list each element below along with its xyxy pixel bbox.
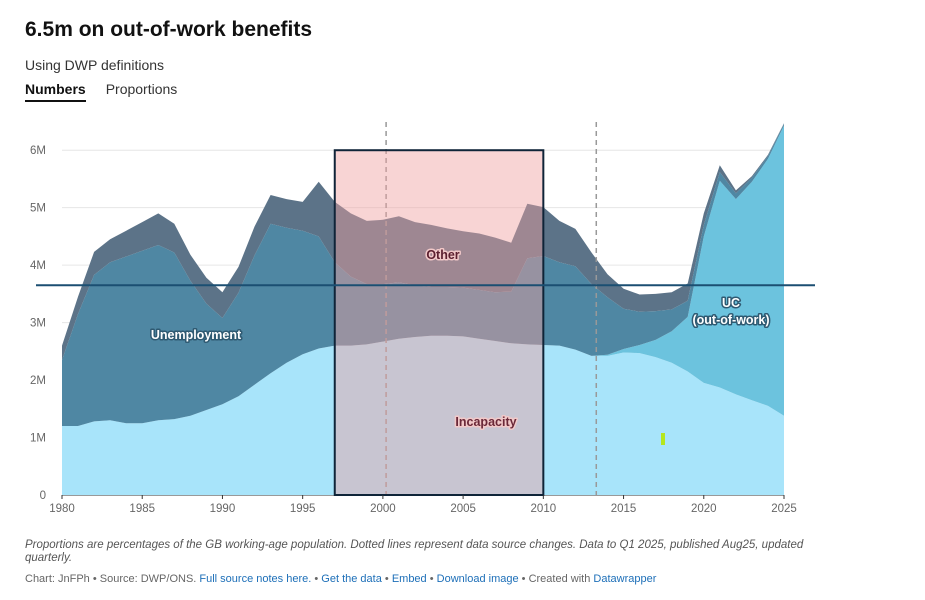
separator: • [429,573,434,585]
tab-numbers[interactable]: Numbers [25,81,86,102]
source-notes-link[interactable]: Full source notes here. [199,573,312,585]
get-data-link[interactable]: Get the data [321,573,382,585]
x-tick-label: 2005 [450,503,476,515]
chart-subtitle: Using DWP definitions [25,57,165,73]
annotations [36,122,815,497]
view-tabs: Numbers Proportions [25,81,177,102]
y-tick-label: 0 [40,490,46,502]
separator: • [521,573,526,585]
y-tick-label: 6M [30,145,46,157]
area-other [62,123,784,360]
created-with-text: Created with [528,573,591,585]
x-tick-label: 2010 [531,503,557,515]
area-series [62,123,784,495]
label-uc: UC [722,296,740,310]
x-tick-label: 2025 [771,503,797,515]
tab-proportions[interactable]: Proportions [105,81,178,97]
datawrapper-link[interactable]: Datawrapper [593,573,657,585]
chart-credit: Chart: JnFPh • Source: DWP/ONS. Full sou… [25,573,656,585]
credit-text: Chart: JnFPh • Source: DWP/ONS. [25,573,197,585]
marker [661,433,665,445]
area-labels: Unemployment Other Incapacity UC (out-of-wor… [149,247,771,431]
label-other: Other [426,248,459,262]
axes: 0 1M 2M 3M 4M 5M 6M 1980 1985 1990 1995 2000 2005 201… [30,145,797,515]
label-uc-sub: (out-of-work) [692,313,769,327]
y-tick-label: 3M [30,318,46,330]
y-tick-label: 1M [30,433,46,445]
highlight-box [333,149,545,497]
chart-notes: Proportions are percentages of the GB wo… [25,539,804,564]
embed-link[interactable]: Embed [391,573,427,585]
area-incapacity [62,335,784,495]
x-tick-label: 1985 [129,503,155,515]
y-tick-label: 5M [30,203,46,215]
area-unemployment [62,123,784,427]
label-incapacity: Incapacity [455,415,516,429]
separator: • [314,573,319,585]
stacked-area-chart: 0 1M 2M 3M 4M 5M 6M 1980 1985 1990 1995 2000 2005 201… [30,122,815,515]
x-tick-label: 1980 [49,503,75,515]
x-tick-label: 1990 [210,503,236,515]
y-tick-label: 4M [30,260,46,272]
x-tick-label: 2000 [370,503,396,515]
x-tick-label: 2015 [611,503,637,515]
separator: • [384,573,389,585]
x-tick-label: 1995 [290,503,316,515]
chart-title: 6.5m on out-of-work benefits [25,18,313,41]
download-image-link[interactable]: Download image [436,573,519,585]
label-unemployment: Unemployment [151,328,242,342]
x-tick-label: 2020 [691,503,717,515]
y-tick-label: 2M [30,375,46,387]
